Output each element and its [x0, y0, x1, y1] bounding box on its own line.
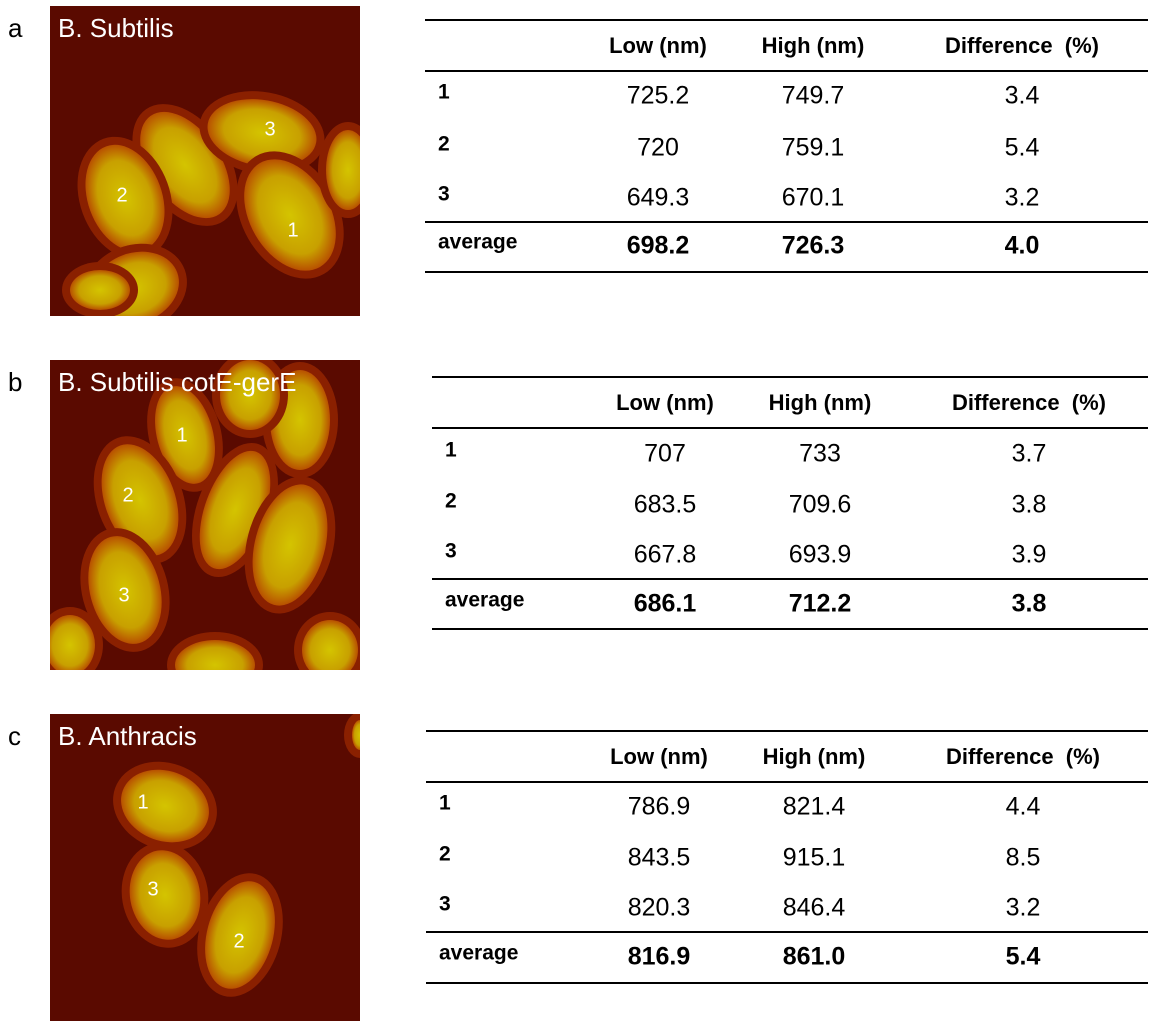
spore: [352, 720, 360, 750]
row-label: 2: [438, 133, 450, 156]
row-label: average: [445, 589, 524, 612]
average-cell: 698.2: [627, 232, 690, 260]
column-header: Difference (%): [946, 744, 1100, 769]
table-cell: 846.4: [783, 894, 846, 922]
image-title: B. Subtilis cotE-gerE: [58, 367, 296, 397]
table-cell: 5.4: [1005, 134, 1040, 162]
table-cell: 759.1: [782, 134, 845, 162]
spore-label: 3: [264, 118, 275, 140]
row-label: 1: [439, 792, 451, 815]
row-label: 1: [445, 439, 457, 462]
table-cell: 8.5: [1006, 844, 1041, 872]
spore-label: 3: [147, 878, 158, 900]
table-cell: 709.6: [789, 491, 852, 519]
row-label: 2: [445, 490, 457, 513]
row-label: 3: [438, 183, 450, 206]
row-label: average: [439, 942, 518, 965]
micrograph: [50, 714, 360, 1021]
column-header: Low (nm): [609, 33, 707, 58]
table-cell: 720: [637, 134, 679, 162]
spore: [155, 386, 215, 484]
column-header: Low (nm): [616, 390, 714, 415]
row-label: 1: [438, 81, 450, 104]
average-cell: 712.2: [789, 590, 852, 618]
spore-label: 1: [137, 791, 148, 813]
table-cell: 786.9: [628, 793, 691, 821]
average-cell: 686.1: [634, 590, 697, 618]
spore: [88, 536, 162, 644]
table-cell: 843.5: [628, 844, 691, 872]
average-cell: 816.9: [628, 943, 691, 971]
spore: [85, 144, 165, 252]
table-cell: 707: [644, 440, 686, 468]
table-cell: 4.4: [1006, 793, 1041, 821]
table-cell: 693.9: [789, 541, 852, 569]
spore: [207, 99, 317, 167]
spore: [326, 130, 360, 210]
row-label: 2: [439, 843, 451, 866]
row-label: average: [438, 231, 517, 254]
spore-label: 1: [176, 424, 187, 446]
table-cell: 667.8: [634, 541, 697, 569]
image-title: B. Subtilis: [58, 13, 174, 43]
column-header: Difference (%): [945, 33, 1099, 58]
table-cell: 725.2: [627, 82, 690, 110]
table-cell: 670.1: [782, 184, 845, 212]
table-cell: 820.3: [628, 894, 691, 922]
panel-letter: c: [8, 721, 21, 751]
spore-label: 2: [233, 930, 244, 952]
average-cell: 726.3: [782, 232, 845, 260]
column-header: Low (nm): [610, 744, 708, 769]
average-cell: 861.0: [783, 943, 846, 971]
spore-label: 3: [118, 584, 129, 606]
average-cell: 5.4: [1006, 943, 1041, 971]
panel-letter: b: [8, 367, 22, 397]
spore: [50, 615, 95, 670]
table-cell: 3.4: [1005, 82, 1040, 110]
spore: [121, 769, 209, 843]
column-header: High (nm): [763, 744, 866, 769]
spore-label: 2: [116, 184, 127, 206]
spore: [244, 159, 336, 271]
table-cell: 3.8: [1012, 491, 1047, 519]
table-cell: 821.4: [783, 793, 846, 821]
row-label: 3: [439, 893, 451, 916]
image-title: B. Anthracis: [58, 721, 197, 751]
spore: [205, 881, 275, 989]
row-label: 3: [445, 540, 457, 563]
spore: [101, 444, 179, 556]
spore: [220, 360, 280, 430]
average-cell: 4.0: [1005, 232, 1040, 260]
spore-label: 2: [122, 484, 133, 506]
table-cell: 733: [799, 440, 841, 468]
micrograph: [50, 6, 360, 316]
table-cell: 749.7: [782, 82, 845, 110]
average-cell: 3.8: [1012, 590, 1047, 618]
table-cell: 3.2: [1006, 894, 1041, 922]
table-cell: 683.5: [634, 491, 697, 519]
table-cell: 3.7: [1012, 440, 1047, 468]
spore: [302, 620, 358, 670]
column-header: High (nm): [769, 390, 872, 415]
table-cell: 3.2: [1005, 184, 1040, 212]
table-cell: 3.9: [1012, 541, 1047, 569]
spore: [129, 850, 201, 940]
column-header: High (nm): [762, 33, 865, 58]
table-cell: 649.3: [627, 184, 690, 212]
micrograph: [50, 360, 360, 670]
table-cell: 915.1: [783, 844, 846, 872]
spore: [175, 640, 255, 670]
spore: [252, 484, 328, 606]
spore: [70, 270, 130, 310]
panel-letter: a: [8, 13, 23, 43]
spore-label: 1: [287, 219, 298, 241]
column-header: Difference (%): [952, 390, 1106, 415]
